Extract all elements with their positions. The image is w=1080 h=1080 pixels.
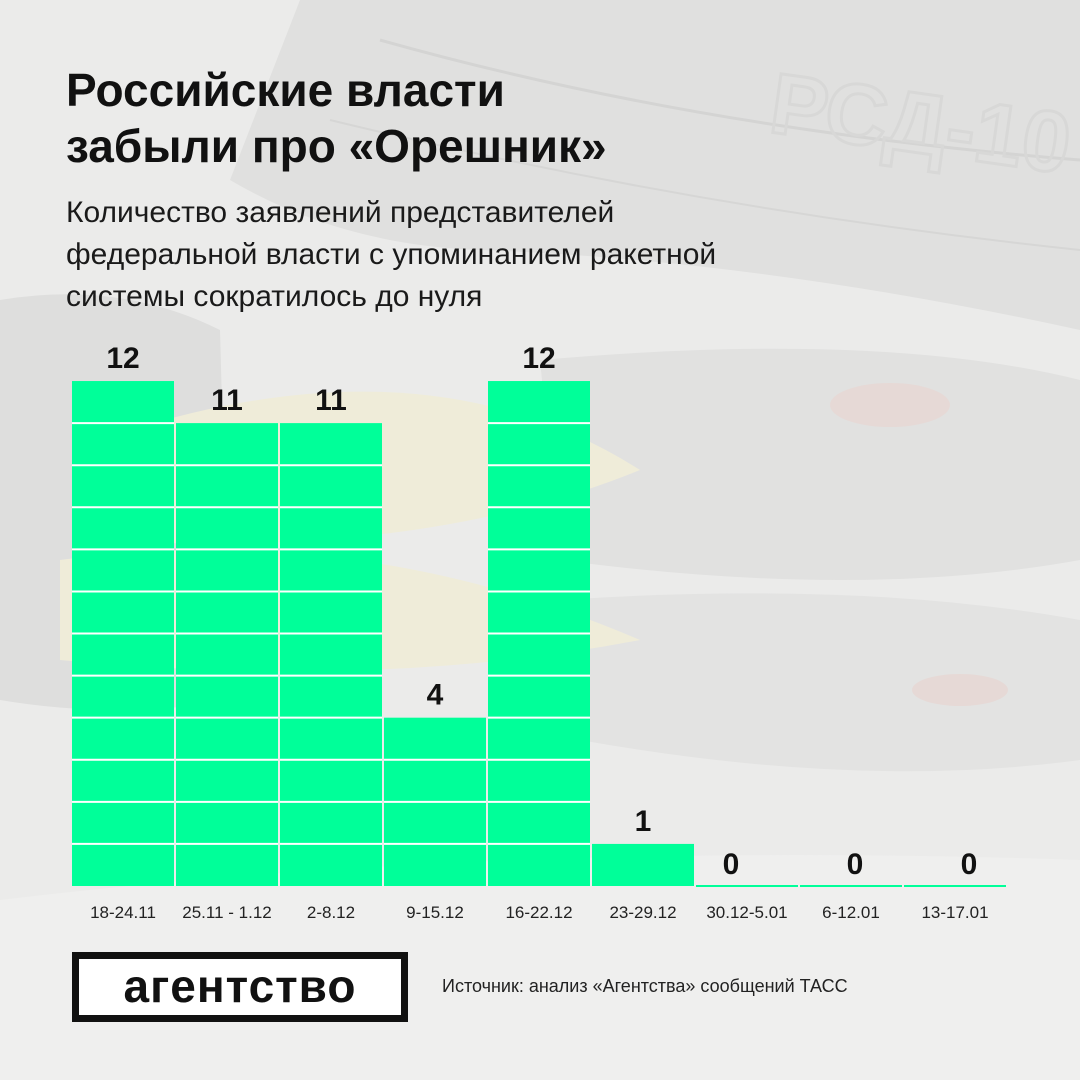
bar-group: 11 25.11 - 1.12: [176, 384, 278, 922]
bar: [592, 843, 694, 886]
x-tick-label: 16-22.12: [505, 903, 572, 922]
bar: [280, 423, 382, 886]
bar-group: 0 6-12.01: [800, 848, 902, 922]
chart-title: Российские власти забыли про «Орешник»: [66, 62, 966, 174]
data-label: 11: [211, 384, 243, 417]
data-label: 0: [847, 848, 864, 881]
bar-chart: 12 18-24.11 11 25.11 - 1.12 11 2-8.12 4 9-15.12…: [72, 342, 1006, 922]
data-label: 0: [961, 848, 978, 881]
x-tick-label: 25.11 - 1.12: [182, 903, 271, 922]
x-tick-label: 23-29.12: [609, 903, 676, 922]
data-label: 12: [522, 342, 555, 375]
chart-title-line-2: забыли про «Орешник»: [66, 120, 607, 172]
bar-group: 1 23-29.12: [592, 805, 694, 922]
bar-group: 0 30.12-5.01: [696, 848, 798, 922]
bar-group: 11 2-8.12: [280, 384, 382, 922]
x-tick-label: 13-17.01: [921, 903, 988, 922]
bar-group: 4 9-15.12: [384, 679, 486, 922]
source-note: Источник: анализ «Агентства» сообщений Т…: [442, 976, 848, 996]
data-label: 1: [635, 805, 652, 838]
chart-title-line-1: Российские власти: [66, 64, 505, 116]
x-tick-label: 18-24.11: [90, 903, 156, 922]
chart-subtitle-line-2: федеральной власти с упоминанием ракетно…: [66, 238, 717, 271]
bar: [176, 423, 278, 886]
agency-logo: агентство: [72, 952, 408, 1022]
data-label: 0: [723, 848, 740, 881]
x-tick-label: 30.12-5.01: [706, 903, 787, 922]
x-tick-label: 6-12.01: [822, 903, 880, 922]
data-label: 12: [106, 342, 139, 375]
bar-group: 12 16-22.12: [488, 342, 590, 922]
chart-subtitle: Количество заявлений представителей феде…: [66, 192, 966, 318]
bar-group: 12 18-24.11: [72, 342, 174, 922]
chart-subtitle-line-1: Количество заявлений представителей: [66, 196, 615, 229]
x-tick-label: 2-8.12: [307, 903, 355, 922]
chart-subtitle-line-3: системы сократилось до нуля: [66, 280, 483, 313]
bar-group: 0 13-17.01: [904, 848, 1006, 922]
data-label: 11: [315, 384, 347, 417]
data-label: 4: [427, 679, 444, 712]
agency-logo-text: агентство: [123, 960, 357, 1012]
x-tick-label: 9-15.12: [406, 903, 464, 922]
